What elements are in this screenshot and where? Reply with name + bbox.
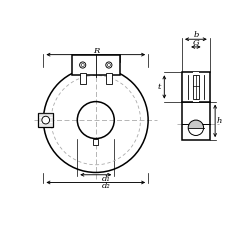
Text: h: h xyxy=(217,117,222,125)
Text: G: G xyxy=(192,39,199,47)
Text: d₂: d₂ xyxy=(102,182,111,190)
Circle shape xyxy=(80,62,86,68)
Bar xyxy=(106,74,112,84)
Text: R: R xyxy=(93,47,99,55)
Bar xyxy=(38,113,54,127)
Text: t: t xyxy=(158,83,162,91)
Text: m: m xyxy=(92,61,100,69)
Bar xyxy=(193,75,199,99)
Text: l: l xyxy=(94,54,97,62)
Circle shape xyxy=(106,62,112,68)
Bar xyxy=(94,138,98,145)
Text: b: b xyxy=(193,32,198,40)
Circle shape xyxy=(42,116,50,124)
Bar xyxy=(80,74,86,84)
Text: d₁: d₁ xyxy=(102,174,111,182)
Circle shape xyxy=(188,120,204,136)
Bar xyxy=(182,72,210,102)
Bar xyxy=(182,102,210,140)
Bar xyxy=(193,72,199,102)
Bar xyxy=(72,55,120,75)
Bar xyxy=(182,72,210,102)
